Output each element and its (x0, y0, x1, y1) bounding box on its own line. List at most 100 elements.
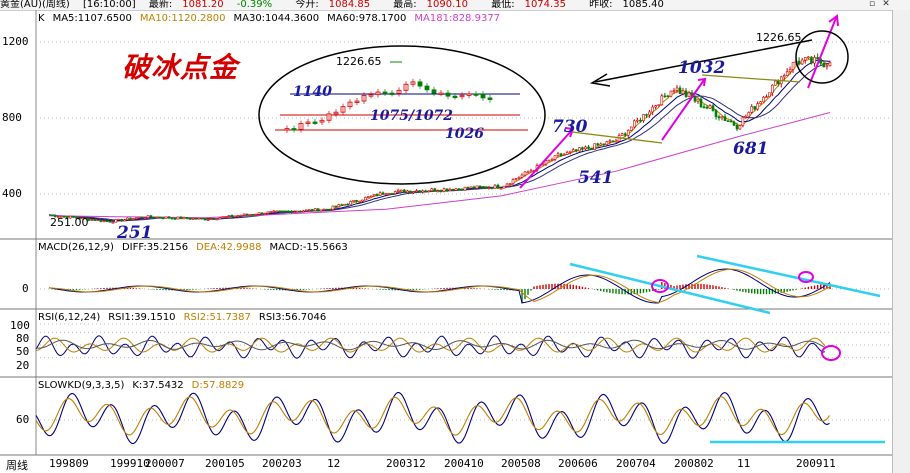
candle-body (785, 71, 789, 76)
candle-body (227, 215, 231, 217)
macd-legend-item: DIFF:35.2156 (121, 242, 189, 253)
candle-body (639, 119, 642, 122)
candle-body (334, 205, 338, 208)
rise-arrow-1 (519, 129, 573, 189)
symbol-name: 黄金(AU)(周线) (0, 0, 70, 10)
candle-body (587, 146, 590, 149)
main-legend-item: MA10:1120.2800 (139, 13, 226, 24)
candle-body (559, 153, 563, 156)
candle-body (660, 95, 664, 105)
candle-body (355, 200, 358, 202)
candle-body (702, 106, 706, 109)
x-tick-label: 12 (327, 457, 341, 470)
rsi-circle (821, 345, 841, 361)
prev-close-value: 1085.40 (622, 0, 664, 10)
candle-body (384, 193, 388, 196)
close-icon[interactable]: ✕ (882, 0, 890, 9)
candle-body (478, 185, 482, 188)
kd-legend-item: D:57.8829 (191, 380, 245, 391)
candle-body (105, 220, 109, 223)
candle-body (693, 97, 697, 102)
candle-body (403, 189, 406, 193)
rsi-legend-item: RSI2:51.7387 (183, 312, 251, 323)
candle-body (81, 217, 84, 220)
latest-label: 最新: (148, 0, 173, 10)
candle-body (520, 174, 524, 178)
right-scrollbar[interactable] (892, 10, 910, 473)
candle-body (810, 56, 813, 64)
candle-body (657, 104, 661, 106)
quote-bar: 黄金(AU)(周线) [16:10:00] 最新: 1081.20 -0.39% … (0, 0, 910, 11)
long-arrow (594, 39, 813, 83)
candle-body (343, 203, 347, 206)
candle-body (436, 190, 440, 193)
label-541: 541 (578, 168, 614, 188)
candle-body (581, 147, 584, 150)
candle-body (263, 213, 267, 215)
candle-body (313, 208, 317, 212)
candle-body (816, 57, 819, 60)
candle-body (675, 87, 679, 91)
rsi-tick-100: 100 (10, 319, 30, 332)
candle-body (623, 133, 627, 136)
high-value: 1090.10 (426, 0, 469, 10)
candle-body (59, 216, 63, 218)
candle-body (463, 186, 467, 191)
candle-body (578, 147, 581, 152)
restore-icon[interactable]: ▫ (868, 0, 876, 9)
candle-body (254, 214, 258, 216)
candle-body (236, 215, 240, 217)
candle-body (762, 97, 765, 103)
open-label: 今开: (295, 0, 319, 10)
ma60-line (48, 62, 831, 221)
candle-body (396, 189, 400, 192)
main-legend-item: K (38, 13, 45, 24)
candle-body (56, 216, 60, 218)
candle-body (791, 62, 795, 70)
candle-body (575, 149, 578, 152)
candle-body (651, 106, 654, 113)
candle-body (439, 190, 443, 193)
candle-body (316, 208, 320, 212)
candle-body (484, 186, 488, 189)
candle-body (310, 209, 314, 212)
candle-body (120, 218, 123, 222)
candle-body (493, 184, 497, 189)
candle-body (565, 152, 569, 155)
candle-body (146, 215, 150, 218)
candle-body (430, 188, 434, 192)
candle-body (378, 192, 382, 196)
rise-arrow-3 (807, 17, 837, 89)
candle-body (290, 210, 293, 213)
candle-body (633, 120, 636, 128)
candle-body (287, 210, 290, 213)
candle-body (590, 148, 593, 150)
candle-body (499, 187, 503, 190)
kd-legend-item: SLOWKD(9,3,3,5) (38, 380, 125, 391)
macd-legend: MACD(26,12,9) DIFF:35.2156 DEA:42.9988 MACD… (38, 242, 356, 253)
label-1032: 1032 (678, 58, 726, 78)
low-value: 1074.35 (524, 0, 566, 10)
chart-title: 破冰点金 (122, 51, 239, 84)
candle-body (209, 218, 213, 220)
candle-body (496, 184, 500, 189)
candle-body (735, 125, 739, 130)
kd-legend-item: K:37.5432 (132, 380, 184, 391)
candle-body (230, 215, 234, 217)
candle-body (726, 120, 730, 122)
candle-body (696, 98, 700, 102)
candle-body (511, 179, 515, 184)
candle-body (87, 218, 90, 221)
candle-body (399, 189, 403, 192)
inset-1075-label: 1075/1072 (370, 108, 454, 124)
y-tick-400: 400 (2, 187, 22, 200)
candle-body (424, 190, 427, 193)
candle-body (99, 219, 103, 222)
x-tick-label: 200606 (558, 457, 598, 470)
candle-body (611, 140, 615, 143)
candle-body (642, 114, 645, 121)
candle-body (176, 216, 180, 220)
arrowhead (828, 14, 839, 27)
x-tick-label: 199910 (110, 457, 150, 470)
